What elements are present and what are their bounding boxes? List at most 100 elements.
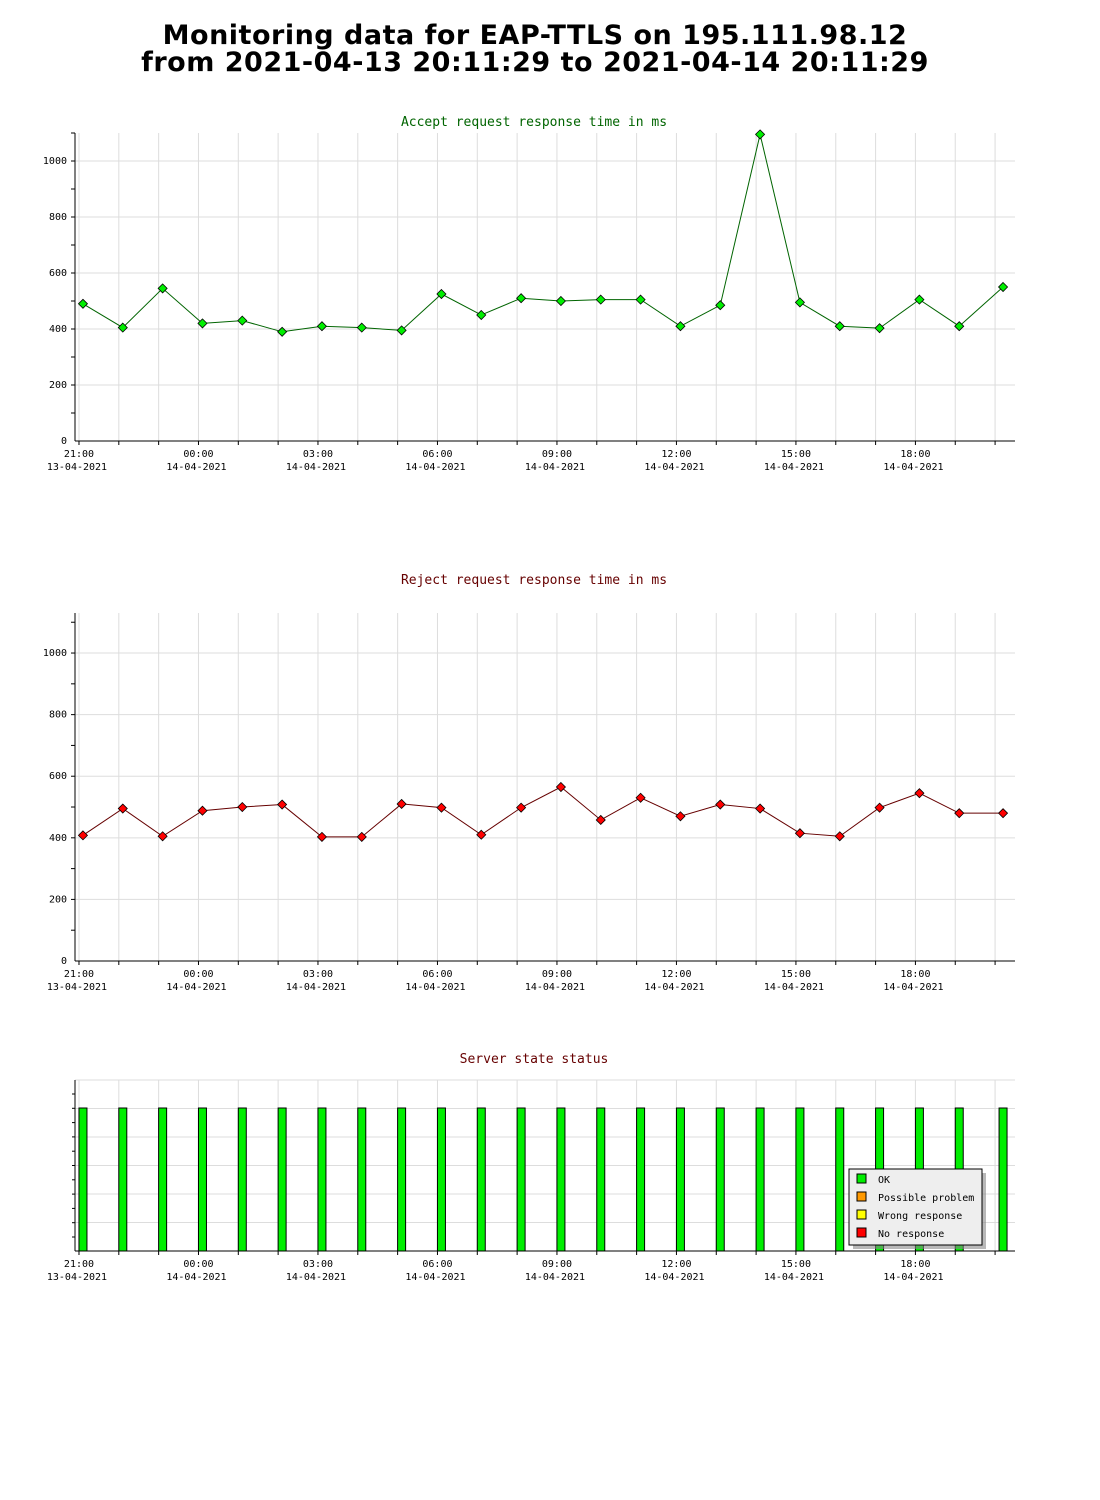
chart3-status-bar xyxy=(516,1107,526,1252)
chart3-status-bar xyxy=(596,1107,606,1252)
chart2-point xyxy=(237,801,248,813)
page-title-line2: from 2021-04-13 20:11:29 to 2021-04-14 2… xyxy=(141,47,929,78)
page-title-line1: Monitoring data for EAP-TTLS on 195.111.… xyxy=(162,20,908,51)
chart2-point xyxy=(755,803,766,814)
chart1-x-tick-time: 21:00 xyxy=(64,449,94,460)
chart2-point xyxy=(197,805,208,816)
chart3-status-bar xyxy=(237,1107,247,1252)
chart2-y-tick-label: 200 xyxy=(49,894,67,905)
legend-swatch xyxy=(856,1173,867,1184)
chart1-x-tick-date: 14-04-2021 xyxy=(644,462,704,473)
chart2-y-tick-label: 0 xyxy=(61,956,67,967)
chart1-point xyxy=(914,294,925,305)
chart3-x-tick-date: 14-04-2021 xyxy=(525,1272,585,1283)
chart2-x-tick-date: 14-04-2021 xyxy=(883,982,943,993)
chart3-status-bar xyxy=(158,1107,168,1252)
chart2-x-tick-date: 14-04-2021 xyxy=(405,982,465,993)
chart1-point xyxy=(874,323,885,334)
chart3-status-bar xyxy=(556,1107,566,1252)
chart1-y-tick-label: 0 xyxy=(61,436,67,447)
chart2-point xyxy=(316,831,328,842)
chart1-point xyxy=(954,321,965,332)
chart1-point xyxy=(436,288,447,300)
chart1-point xyxy=(237,315,248,326)
chart3-x-tick-date: 14-04-2021 xyxy=(644,1272,704,1283)
chart1-point xyxy=(157,283,168,294)
chart2-point xyxy=(635,792,646,803)
chart2-point xyxy=(476,829,487,840)
chart2-point xyxy=(675,811,686,822)
chart3-x-tick-date: 14-04-2021 xyxy=(764,1272,824,1283)
chart1-x-tick-date: 13-04-2021 xyxy=(47,462,107,473)
chart2-point xyxy=(834,831,845,842)
chart3-status-bar xyxy=(397,1107,407,1252)
chart3: Server state status 21:00 13-04-2021 00:00 1… xyxy=(47,1052,1015,1283)
chart1-point xyxy=(834,321,845,332)
chart3-status-bar xyxy=(197,1107,207,1252)
legend-label: Possible problem xyxy=(878,1193,974,1204)
chart1-x-tick-date: 14-04-2021 xyxy=(525,462,585,473)
chart1-x-tick-time: 09:00 xyxy=(542,449,572,460)
chart3-status-bar xyxy=(476,1107,486,1252)
chart1-point xyxy=(356,322,367,333)
chart2-x-tick-time: 18:00 xyxy=(900,969,930,980)
chart1-point xyxy=(555,295,566,307)
chart1-point xyxy=(77,298,89,309)
chart2-point xyxy=(874,802,885,813)
chart2-y-tick-label: 400 xyxy=(49,833,67,844)
chart2-y-tick-label: 1000 xyxy=(43,648,67,659)
chart3-x-tick-time: 12:00 xyxy=(661,1259,691,1270)
legend-swatch xyxy=(856,1209,867,1220)
chart2-point xyxy=(914,788,925,799)
chart3-x-tick-time: 03:00 xyxy=(303,1259,333,1270)
chart2-x-tick-date: 14-04-2021 xyxy=(166,982,226,993)
chart2-x-tick-date: 13-04-2021 xyxy=(47,982,107,993)
chart2-x-tick-time: 03:00 xyxy=(303,969,333,980)
chart1-x-tick-date: 14-04-2021 xyxy=(764,462,824,473)
chart2-point xyxy=(595,814,606,826)
chart1-point xyxy=(117,322,128,333)
chart1-x-tick-time: 06:00 xyxy=(422,449,452,460)
legend-label: OK xyxy=(878,1175,890,1186)
chart3-legend: OK Possible problem Wrong response No respo… xyxy=(848,1168,986,1249)
chart1-point xyxy=(794,297,805,308)
chart1-x-tick-date: 14-04-2021 xyxy=(166,462,226,473)
page-title: Monitoring data for EAP-TTLS on 195.111.… xyxy=(0,22,1070,76)
chart3-status-bar xyxy=(795,1107,805,1252)
chart1-point xyxy=(755,129,766,140)
chart1-point xyxy=(316,321,328,332)
chart3-status-bar xyxy=(675,1107,685,1252)
chart2-x-tick-date: 14-04-2021 xyxy=(525,982,585,993)
legend-label: Wrong response xyxy=(878,1211,962,1222)
chart1-point xyxy=(476,309,487,321)
chart2-point xyxy=(356,831,367,842)
chart2-point xyxy=(954,808,965,819)
chart1-x-tick-date: 14-04-2021 xyxy=(883,462,943,473)
chart2-title: Reject request response time in ms xyxy=(401,573,667,588)
chart2-x-tick-date: 14-04-2021 xyxy=(764,982,824,993)
chart1-y-tick-label: 200 xyxy=(49,380,67,391)
chart1-x-tick-time: 18:00 xyxy=(900,449,930,460)
chart1-point xyxy=(277,326,288,337)
chart3-status-bar xyxy=(78,1107,88,1252)
chart3-x-tick-time: 00:00 xyxy=(183,1259,213,1270)
chart1-x-tick-date: 14-04-2021 xyxy=(405,462,465,473)
chart2-point xyxy=(997,808,1009,819)
chart1-series-line xyxy=(82,134,1004,333)
chart1-point xyxy=(516,293,527,304)
chart1-x-tick-time: 03:00 xyxy=(303,449,333,460)
chart3-status-bar xyxy=(277,1107,287,1252)
chart3-x-tick-date: 13-04-2021 xyxy=(47,1272,107,1283)
chart3-status-bar xyxy=(636,1107,646,1252)
chart2-point xyxy=(396,798,407,810)
chart2-x-tick-time: 09:00 xyxy=(542,969,572,980)
chart1-point xyxy=(595,294,606,305)
chart1: Accept request response time in ms 21:00 1… xyxy=(43,115,1015,473)
chart3-x-tick-time: 09:00 xyxy=(542,1259,572,1270)
chart2-x-tick-time: 21:00 xyxy=(64,969,94,980)
chart2: Reject request response time in ms 21:00 1… xyxy=(43,573,1015,993)
legend-swatch xyxy=(856,1191,867,1202)
chart1-point xyxy=(635,294,646,305)
chart1-point xyxy=(197,318,208,329)
chart1-y-tick-label: 1000 xyxy=(43,156,67,167)
